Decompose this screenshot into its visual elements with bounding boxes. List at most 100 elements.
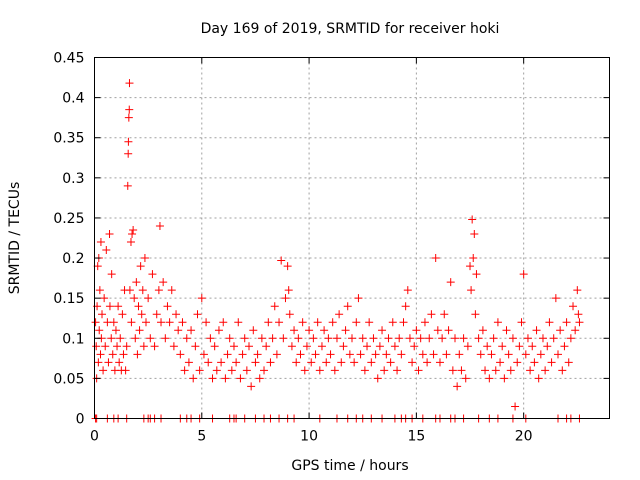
data-point: [107, 270, 116, 279]
data-point: [313, 318, 322, 327]
y-tick-label: 0.35: [53, 131, 84, 147]
data-point: [210, 342, 219, 351]
data-point: [93, 262, 102, 271]
data-point: [330, 366, 339, 375]
data-point: [556, 326, 565, 335]
data-point: [292, 358, 301, 367]
data-point: [113, 342, 122, 351]
data-point: [369, 334, 378, 343]
data-point: [234, 318, 243, 327]
data-point: [116, 334, 125, 343]
data-point: [178, 318, 187, 327]
data-point: [332, 334, 341, 343]
data-point: [470, 229, 479, 238]
data-point: [281, 294, 290, 303]
data-point: [212, 366, 221, 375]
data-point: [485, 374, 494, 383]
data-point: [155, 221, 164, 230]
data-point: [125, 105, 134, 114]
data-point: [142, 318, 150, 327]
data-point: [272, 350, 281, 359]
data-point: [324, 334, 333, 343]
data-point: [123, 181, 132, 190]
data-point: [444, 326, 453, 335]
data-point: [195, 366, 204, 375]
data-point: [255, 374, 264, 383]
data-point: [105, 302, 114, 311]
data-point: [287, 342, 296, 351]
data-point: [468, 215, 477, 224]
data-point: [339, 342, 348, 351]
data-point: [277, 256, 286, 265]
data-point: [217, 358, 226, 367]
data-point: [532, 326, 541, 335]
data-point: [408, 358, 417, 367]
data-point: [275, 318, 284, 327]
data-point: [506, 366, 515, 375]
data-point: [418, 350, 427, 359]
data-point: [412, 326, 421, 335]
data-point: [157, 318, 166, 327]
data-point: [358, 334, 367, 343]
y-tick-label: 0.2: [62, 251, 84, 267]
data-point: [115, 358, 124, 367]
data-point: [111, 326, 120, 335]
data-point: [508, 334, 517, 343]
data-point: [296, 350, 305, 359]
data-point: [245, 342, 253, 351]
y-tick-label: 0.15: [53, 291, 84, 307]
data-point: [236, 374, 245, 383]
data-point: [405, 334, 414, 343]
data-point: [517, 318, 526, 327]
data-point: [279, 334, 288, 343]
data-point: [283, 262, 292, 271]
data-point: [135, 326, 144, 335]
data-point: [547, 358, 556, 367]
data-point: [107, 334, 116, 343]
data-point: [159, 278, 168, 287]
data-point: [446, 278, 455, 287]
data-point: [268, 334, 277, 343]
data-point: [146, 334, 155, 343]
data-point: [371, 350, 380, 359]
data-point: [440, 310, 449, 319]
data-point: [354, 294, 363, 303]
data-point: [137, 310, 146, 319]
data-point: [187, 326, 196, 335]
data-point: [466, 262, 475, 271]
data-point: [538, 334, 547, 343]
data-point: [343, 302, 352, 311]
data-point: [238, 350, 247, 359]
data-point: [390, 342, 399, 351]
y-tick-label: 0.4: [62, 91, 84, 107]
data-point: [206, 334, 215, 343]
y-tick-label: 0.45: [53, 51, 84, 67]
data-point: [545, 318, 554, 327]
data-point: [251, 358, 260, 367]
x-tick-label: 20: [515, 429, 533, 445]
data-point: [438, 334, 447, 343]
data-point: [474, 334, 483, 343]
data-point: [264, 318, 273, 327]
data-point: [249, 326, 258, 335]
data-point: [427, 310, 436, 319]
data-point: [134, 302, 143, 311]
data-point: [189, 374, 198, 383]
data-point: [92, 342, 101, 351]
data-point: [133, 350, 142, 359]
data-point: [221, 374, 230, 383]
data-point: [393, 366, 402, 375]
data-point: [127, 318, 136, 327]
data-point: [101, 342, 110, 351]
data-point: [184, 358, 193, 367]
data-point: [100, 294, 109, 303]
data-point: [528, 342, 537, 351]
data-point: [284, 286, 293, 295]
y-tick-labels: 0 0.05 0.1 0.15 0.2 0.25 0.3 0.35 0.4 0.45: [53, 51, 84, 428]
data-point: [300, 366, 309, 375]
data-point: [420, 318, 429, 327]
data-point: [163, 302, 172, 311]
data-point: [119, 350, 128, 359]
data-point: [302, 342, 311, 351]
data-point: [399, 318, 408, 327]
